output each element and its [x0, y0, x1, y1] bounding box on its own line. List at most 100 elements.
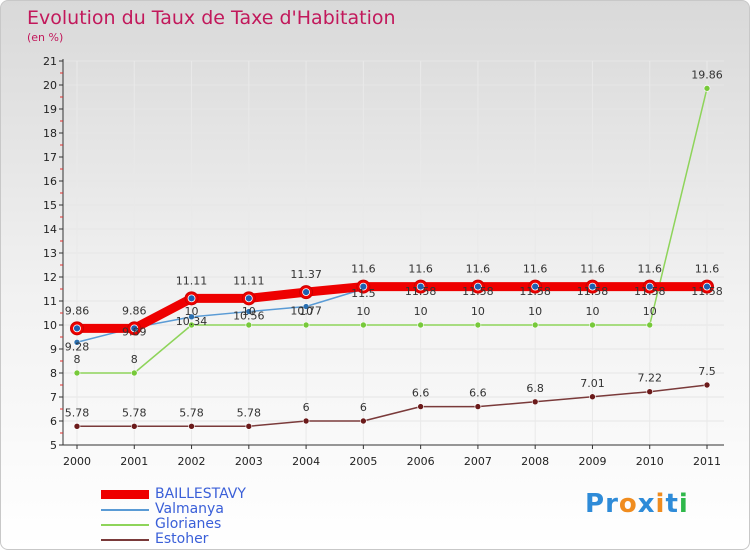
- point-glorianes: [703, 85, 711, 92]
- logo-letter: P: [585, 489, 606, 519]
- x-tick-label: 2010: [636, 455, 664, 468]
- x-tick-label: 2001: [120, 455, 148, 468]
- y-tick-label: 11: [43, 295, 57, 308]
- x-tick-label: 2007: [464, 455, 492, 468]
- y-tick-label: 8: [50, 367, 57, 380]
- legend-label-glorianes: Glorianes: [155, 516, 222, 532]
- y-tick-label: 13: [43, 247, 57, 260]
- legend-label-estoher: Estoher: [155, 531, 209, 547]
- x-tick-label: 2009: [578, 455, 606, 468]
- data-label-valmanya: 11.58: [462, 285, 494, 298]
- data-label-estoher: 5.78: [65, 406, 90, 419]
- data-label-glorianes: 10: [585, 305, 599, 318]
- point-glorianes: [474, 321, 482, 329]
- point-estoher: [531, 398, 539, 406]
- y-tick-label: 20: [43, 79, 57, 92]
- data-label-glorianes: 10: [528, 305, 542, 318]
- data-label-baillestavy: 9.86: [65, 304, 90, 317]
- y-tick-label: 18: [43, 127, 57, 140]
- point-estoher: [703, 381, 711, 389]
- data-label-estoher: 5.78: [122, 406, 147, 419]
- data-label-glorianes: 10: [185, 305, 199, 318]
- legend-swatch-estoher: [101, 539, 149, 541]
- data-label-glorianes: 8: [131, 353, 138, 366]
- data-label-glorianes: 10: [242, 305, 256, 318]
- point-glorianes: [245, 321, 253, 329]
- y-tick-label: 10: [43, 319, 57, 332]
- logo-letter: x: [637, 489, 656, 519]
- y-tick-label: 17: [43, 151, 57, 164]
- chart-title: Evolution du Taux de Taxe d'Habitation: [27, 7, 396, 29]
- data-label-glorianes: 10: [414, 305, 428, 318]
- point-baillestavy-center: [645, 282, 654, 291]
- legend-label-baillestavy: BAILLESTAVY: [155, 486, 246, 502]
- legend-swatch-glorianes: [101, 524, 149, 526]
- data-label-estoher: 6: [360, 401, 367, 414]
- point-baillestavy-center: [531, 282, 540, 291]
- point-valmanya: [245, 308, 253, 315]
- y-tick-label: 9: [50, 343, 57, 356]
- point-baillestavy-center: [474, 282, 482, 291]
- proxiti-logo: Proxiti: [585, 489, 689, 519]
- legend: BAILLESTAVY Valmanya Glorianes Estoher: [101, 486, 361, 547]
- data-label-baillestavy: 11.37: [290, 268, 322, 281]
- point-valmanya: [73, 338, 81, 346]
- logo-letter: t: [665, 489, 679, 519]
- data-label-glorianes: 10: [643, 305, 657, 318]
- data-label-glorianes: 19.86: [691, 68, 723, 81]
- data-label-valmanya: 11.58: [519, 285, 551, 298]
- data-label-valmanya: 11.58: [691, 285, 723, 298]
- point-estoher: [130, 422, 138, 430]
- logo-letter: o: [618, 489, 638, 519]
- data-label-baillestavy: 11.6: [466, 263, 491, 276]
- point-estoher: [73, 422, 81, 430]
- data-label-estoher: 5.78: [237, 406, 262, 419]
- series-line-estoher: [76, 384, 708, 428]
- point-estoher: [360, 417, 367, 425]
- point-glorianes: [130, 369, 138, 377]
- data-label-glorianes: 10: [356, 305, 370, 318]
- point-estoher: [589, 393, 596, 401]
- point-baillestavy-center: [302, 288, 310, 297]
- data-label-glorianes: 10: [471, 305, 485, 318]
- data-label-baillestavy: 11.6: [523, 263, 548, 276]
- data-label-baillestavy: 11.6: [580, 263, 605, 276]
- point-glorianes: [302, 321, 310, 329]
- data-label-valmanya: 11.58: [577, 285, 609, 298]
- data-label-baillestavy: 11.6: [695, 263, 720, 276]
- y-tick-label: 12: [43, 271, 57, 284]
- point-baillestavy-center: [416, 282, 425, 291]
- point-baillestavy-center: [130, 324, 139, 333]
- point-baillestavy-center: [244, 294, 253, 303]
- point-glorianes: [188, 321, 195, 329]
- point-estoher: [245, 422, 253, 430]
- x-tick-label: 2011: [693, 455, 721, 468]
- data-label-baillestavy: 11.6: [408, 263, 433, 276]
- point-estoher: [302, 417, 310, 425]
- y-tick-label: 6: [50, 415, 57, 428]
- point-baillestavy-center: [703, 282, 711, 291]
- point-valmanya: [302, 303, 310, 310]
- data-label-baillestavy: 9.86: [122, 304, 147, 317]
- data-label-glorianes: 10: [299, 305, 313, 318]
- data-label-estoher: 7.01: [580, 377, 605, 390]
- legend-item-valmanya: Valmanya: [101, 501, 361, 517]
- point-baillestavy-center: [187, 294, 196, 303]
- y-tick-label: 19: [43, 103, 57, 116]
- point-estoher: [474, 403, 482, 410]
- point-glorianes: [646, 321, 654, 329]
- series-line-baillestavy: [72, 282, 712, 333]
- point-valmanya: [188, 313, 195, 321]
- legend-item-estoher: Estoher: [101, 531, 361, 547]
- legend-label-valmanya: Valmanya: [155, 501, 224, 517]
- logo-letter: r: [605, 489, 619, 519]
- x-tick-label: 2002: [178, 455, 206, 468]
- data-label-estoher: 6: [303, 401, 310, 414]
- data-label-estoher: 5.78: [179, 406, 204, 419]
- data-label-estoher: 6.8: [526, 382, 544, 395]
- data-label-glorianes: 8: [74, 353, 81, 366]
- y-tick-label: 7: [50, 391, 57, 404]
- y-tick-label: 16: [43, 175, 57, 188]
